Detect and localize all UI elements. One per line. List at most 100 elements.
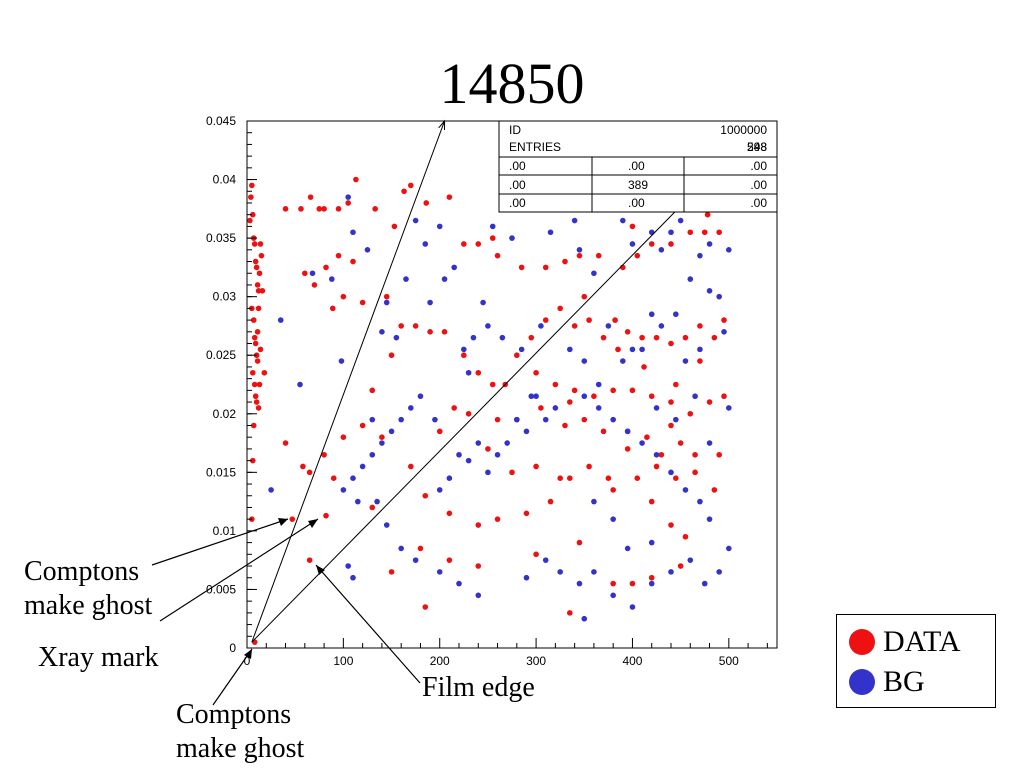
page-title: 14850 [439, 51, 585, 116]
data-point [412, 323, 419, 329]
bg-point [470, 334, 477, 341]
bg-point [412, 557, 419, 563]
legend-label-data: DATA [883, 625, 961, 658]
data-point [518, 264, 525, 271]
comptons-arrow-2 [212, 648, 253, 706]
bg-point [523, 428, 530, 435]
xray-mark-line [251, 120, 446, 643]
data-point [256, 270, 263, 277]
data-point [514, 352, 520, 359]
comptons-1-line-1: Comptons [24, 556, 140, 587]
bg-point [475, 440, 482, 446]
data-point [329, 305, 336, 312]
bg-point [427, 299, 433, 306]
bg-point [364, 247, 371, 253]
bg-point [581, 358, 588, 364]
data-point [321, 451, 327, 458]
bg-point [629, 346, 636, 353]
data-point [538, 405, 544, 411]
data-point [252, 393, 259, 400]
data-point [330, 475, 337, 481]
bg-point [567, 346, 573, 353]
bg-point [499, 334, 506, 341]
data-point [422, 604, 429, 610]
data-point [345, 200, 351, 206]
data-point [302, 270, 308, 277]
data-point [648, 393, 655, 400]
legend-label-bg: BG [883, 665, 925, 698]
bg-point [340, 487, 347, 493]
data-point [335, 252, 342, 259]
data-point [648, 498, 655, 505]
bg-point [398, 416, 404, 423]
bg-point [489, 223, 496, 230]
legend-dot-data [849, 629, 875, 655]
stats-grid: .00 .00 .00 .00 389 .00 .00 .00 .00 [509, 159, 767, 210]
data-point [249, 457, 256, 464]
bg-point [542, 416, 549, 423]
stats-grid-cell: .00 [750, 196, 767, 210]
data-point [401, 188, 407, 195]
comptons-2-line-2: make ghost [176, 733, 305, 764]
data-point [612, 317, 618, 323]
bg-point [369, 451, 376, 458]
data-point [388, 352, 395, 359]
data-point [489, 381, 496, 388]
bg-point [528, 393, 535, 400]
bg-point [350, 574, 356, 581]
x-tick-label: 500 [719, 654, 739, 668]
stats-grid-cell: .00 [509, 178, 526, 192]
bg-point [639, 440, 645, 446]
data-point [697, 323, 703, 329]
data-point [408, 463, 414, 470]
bg-point [277, 317, 284, 323]
bg-point [345, 563, 351, 569]
bg-point [446, 475, 453, 481]
bg-point [383, 522, 390, 528]
data-point [605, 475, 612, 481]
data-point [711, 334, 718, 341]
data-point [323, 264, 329, 271]
data-point [359, 422, 366, 429]
bg-point [451, 264, 457, 271]
data-point [489, 235, 496, 241]
bg-point [465, 369, 472, 376]
bg-point [726, 247, 732, 253]
bg-point [653, 405, 660, 411]
bg-point [677, 217, 684, 224]
y-tick-label: 0.025 [206, 348, 236, 362]
data-point [576, 252, 583, 259]
bg-point [648, 539, 655, 546]
data-point [485, 446, 491, 452]
bg-point [658, 323, 665, 329]
data-point [668, 241, 674, 247]
data-point [417, 545, 424, 552]
data-point [610, 487, 616, 493]
bg-point [706, 516, 713, 522]
data-point [533, 369, 539, 376]
bg-point [668, 229, 674, 236]
data-point [321, 206, 327, 212]
y-tick-label: 0 [229, 641, 236, 655]
data-point [567, 399, 573, 405]
data-point [311, 282, 318, 288]
xray-mark-annotation: Xray mark [38, 642, 159, 673]
comptons-arrow-1 [151, 518, 289, 566]
x-tick-label: 300 [526, 654, 546, 668]
bg-point [309, 270, 316, 277]
bg-point [624, 545, 631, 552]
bg-point [355, 498, 361, 505]
axes-layer: 0 100 200 300 400 500 0 0.005 0.01 0.015 0.02 0.025… [206, 114, 768, 668]
data-point [673, 475, 679, 481]
data-point [494, 516, 501, 522]
data-point [648, 241, 655, 247]
bg-point [547, 229, 554, 236]
bg-point [716, 293, 722, 300]
bg-point [673, 416, 679, 423]
data-point [533, 551, 539, 558]
data-point [475, 522, 482, 528]
bg-point [359, 463, 366, 470]
bg-point [721, 329, 727, 335]
stats-grid-cell: 389 [628, 178, 648, 192]
